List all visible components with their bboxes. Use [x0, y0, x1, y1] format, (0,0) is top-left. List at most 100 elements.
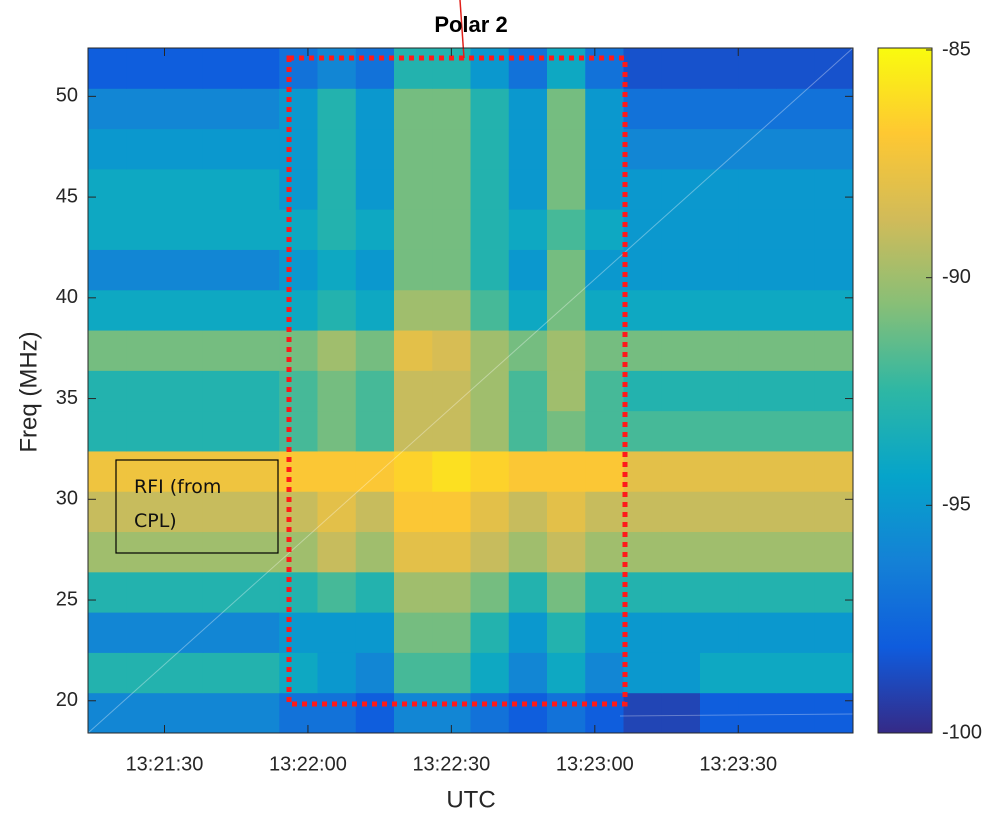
heatmap-cell	[700, 168, 739, 210]
heatmap-cell	[470, 168, 510, 210]
heatmap-cell	[241, 410, 280, 452]
heatmap-cell	[470, 450, 510, 492]
heatmap-cell	[623, 370, 663, 412]
heatmap-cell	[394, 209, 433, 250]
heatmap-cell	[623, 289, 663, 331]
heatmap-cell	[126, 612, 165, 653]
heatmap-cell	[317, 410, 357, 452]
heatmap-cell	[241, 491, 280, 533]
chart-title: Polar 2	[434, 12, 507, 37]
heatmap-cell	[164, 249, 204, 291]
heatmap-cell	[355, 88, 395, 130]
heatmap-cell	[317, 692, 357, 733]
heatmap-cell	[738, 168, 777, 210]
heatmap-cell	[547, 652, 586, 694]
heatmap-cell	[700, 692, 739, 733]
heatmap-cell	[814, 491, 853, 533]
heatmap-cell	[661, 450, 701, 492]
heatmap-cell	[547, 88, 586, 130]
heatmap-cell	[126, 249, 165, 291]
heatmap-cell	[700, 289, 739, 331]
heatmap-cell	[432, 450, 471, 492]
heatmap-cell	[394, 168, 433, 210]
heatmap-cell	[547, 128, 586, 170]
heatmap-cell	[661, 370, 701, 412]
heatmap-cell	[508, 330, 548, 371]
heatmap-cell	[317, 209, 357, 250]
heatmap-cell	[394, 289, 433, 331]
heatmap-cell	[776, 370, 816, 412]
horizontal-line	[619, 713, 853, 717]
heatmap-cell	[508, 491, 548, 533]
heatmap-cell	[202, 491, 242, 533]
heatmap-cell	[585, 88, 624, 130]
heatmap-cell	[88, 692, 127, 733]
heatmap-cell	[623, 249, 663, 291]
heatmap-cell	[355, 168, 395, 210]
heatmap-cell	[126, 168, 165, 210]
heatmap-cell	[202, 370, 242, 412]
heatmap-cell	[623, 330, 663, 371]
heatmap-cell	[738, 692, 777, 733]
heatmap-cell	[164, 531, 204, 573]
heatmap-cell	[470, 370, 510, 412]
heatmap-cell	[88, 88, 127, 130]
heatmap-cell	[88, 249, 127, 291]
heatmap-cell	[317, 531, 357, 573]
heatmap-cell	[241, 612, 280, 653]
heatmap-cell	[547, 491, 586, 533]
x-tick-label: 13:22:30	[412, 753, 490, 775]
heatmap-cell	[164, 450, 204, 492]
heatmap-cell	[355, 652, 395, 694]
heatmap-cell	[88, 491, 127, 533]
heatmap-cell	[355, 491, 395, 533]
diagonal-line	[88, 48, 853, 733]
heatmap-cell	[585, 289, 624, 331]
heatmap-cell	[126, 48, 165, 89]
heatmap-cell	[126, 289, 165, 331]
heatmap-cell	[776, 450, 816, 492]
heatmap-cell	[776, 491, 816, 533]
heatmap-cell	[623, 652, 663, 694]
heatmap-cell	[88, 209, 127, 250]
heatmap-cell	[508, 692, 548, 733]
heatmap-cell	[776, 410, 816, 452]
colorbar-tick-label: -90	[942, 266, 971, 288]
heatmap-cell	[738, 571, 777, 613]
heatmap-cell	[470, 48, 510, 89]
heatmap-cell	[547, 289, 586, 331]
heatmap-cell	[700, 370, 739, 412]
heatmap-cell	[126, 491, 165, 533]
heatmap-cell	[241, 48, 280, 89]
annotation-text: RFI (from CPL)	[134, 476, 222, 532]
heatmap-cell	[470, 491, 510, 533]
heatmap-cell	[508, 410, 548, 452]
heatmap-cell	[355, 612, 395, 653]
heatmap-cell	[355, 289, 395, 331]
heatmap-cell	[126, 450, 165, 492]
heatmap-cell	[394, 571, 433, 613]
heatmap-cell	[738, 330, 777, 371]
heatmap-cell	[661, 571, 701, 613]
heatmap-cell	[241, 209, 280, 250]
heatmap-cell	[814, 612, 853, 653]
heatmap-cell	[470, 571, 510, 613]
heatmap-cell	[623, 571, 663, 613]
heatmap-cell	[508, 450, 548, 492]
heatmap-cell	[700, 209, 739, 250]
heatmap-cell	[700, 612, 739, 653]
heatmap-cell	[700, 531, 739, 573]
heatmap-cell	[776, 612, 816, 653]
heatmap-cell	[738, 249, 777, 291]
heatmap-cell	[88, 571, 127, 613]
heatmap-cell	[776, 692, 816, 733]
heatmap-cell	[661, 612, 701, 653]
heatmap-cell	[470, 249, 510, 291]
heatmap-cell	[814, 652, 853, 694]
heatmap-cell	[623, 209, 663, 250]
heatmap-cell	[317, 491, 357, 533]
y-tick-label: 25	[56, 588, 78, 610]
heatmap-cell	[241, 168, 280, 210]
heatmap-cell	[508, 652, 548, 694]
